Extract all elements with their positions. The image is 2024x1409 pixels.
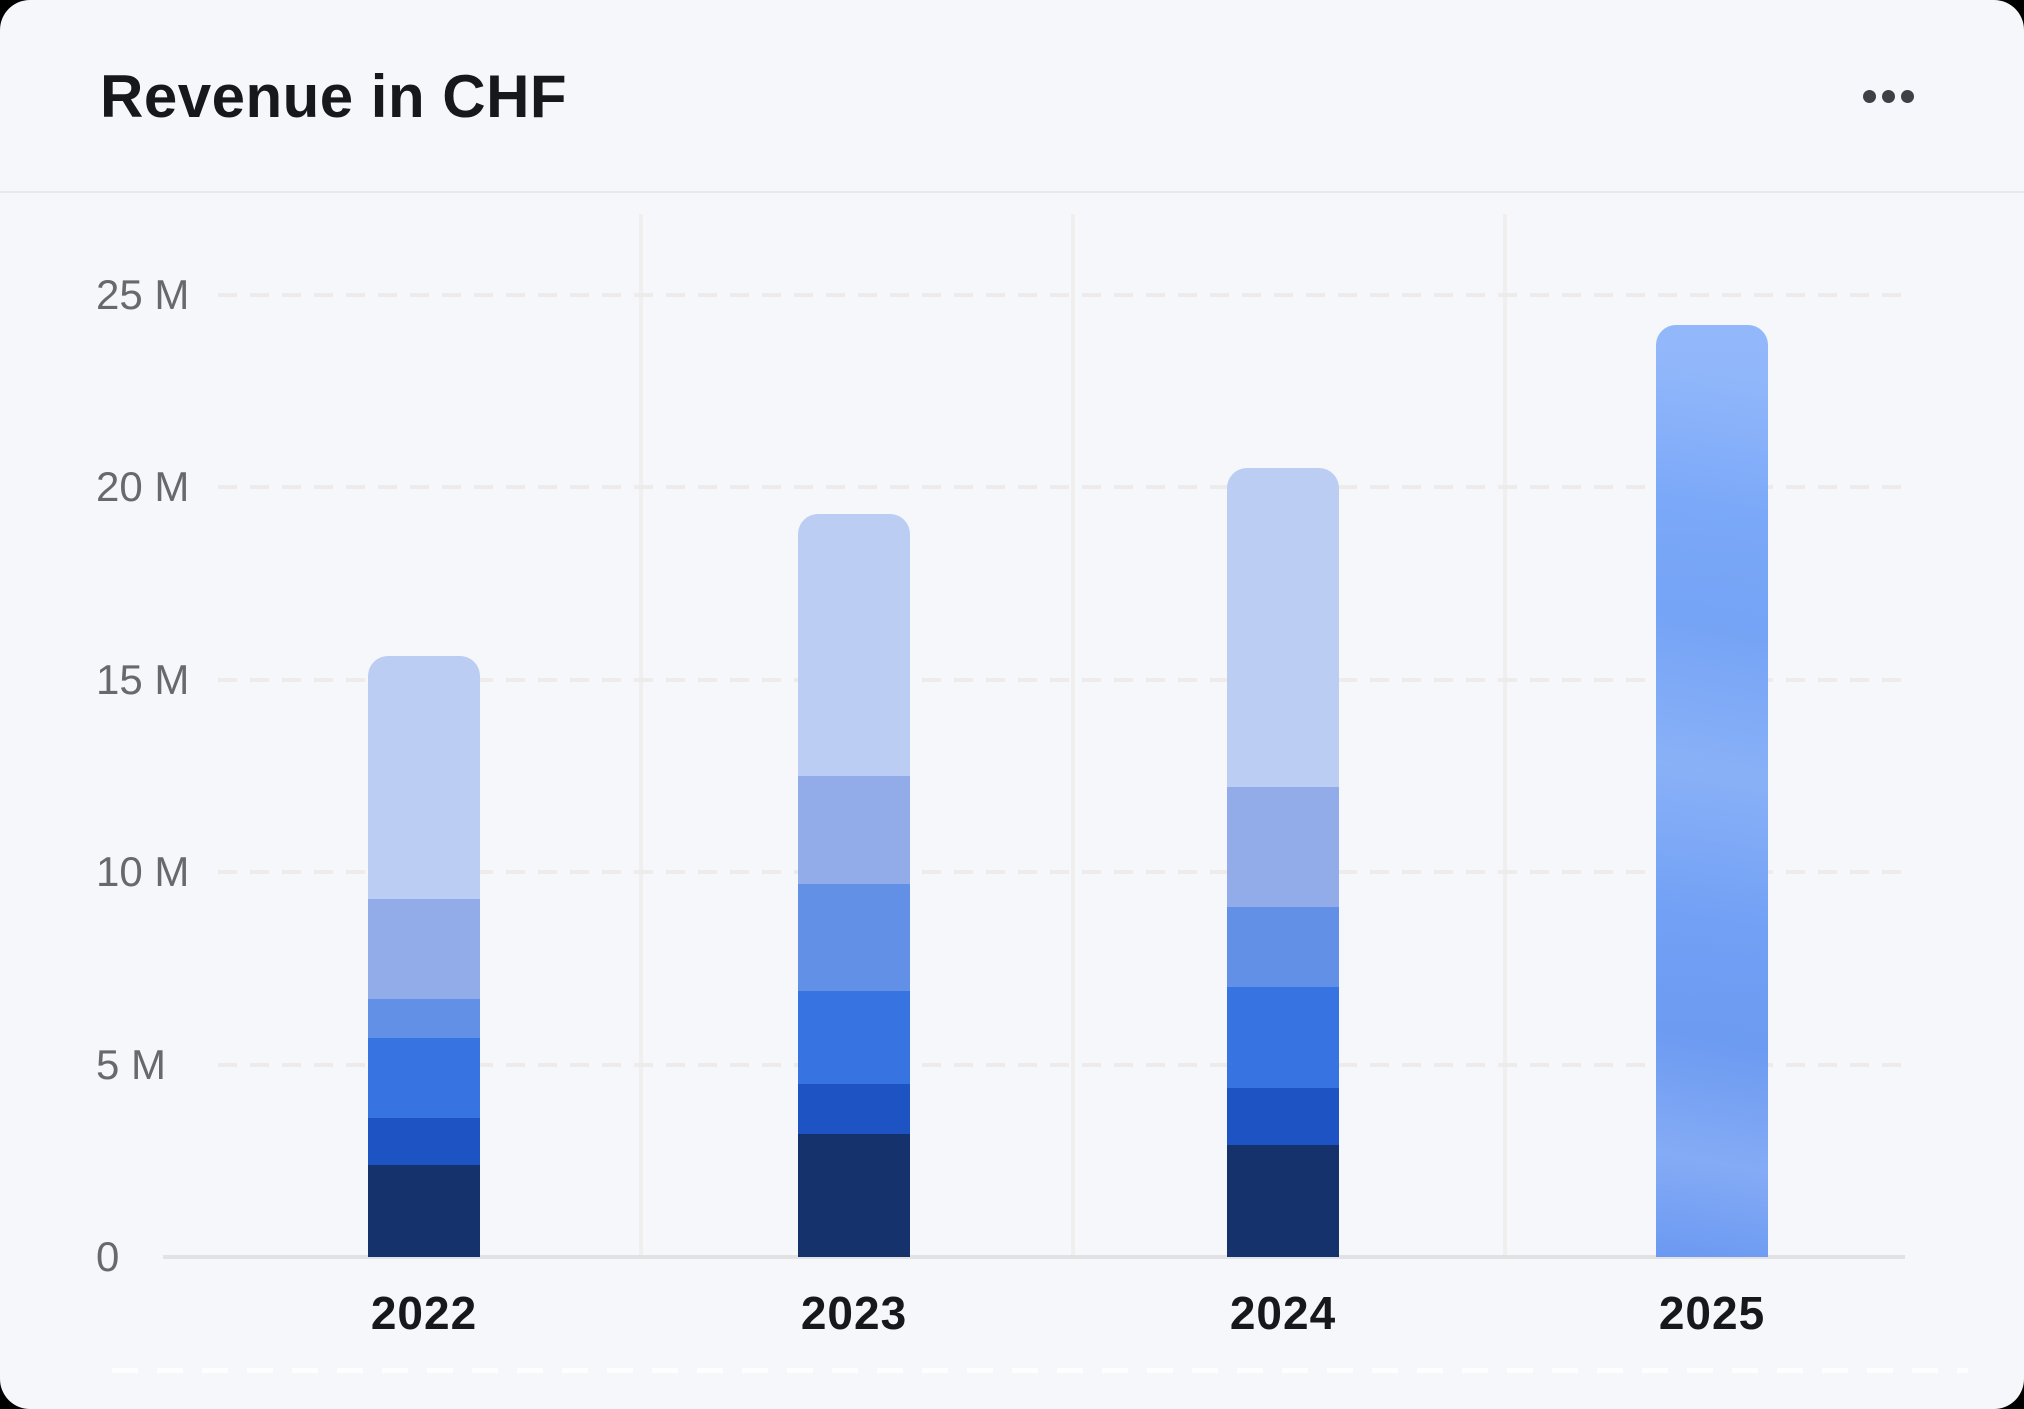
bar-segment[interactable] bbox=[368, 1037, 480, 1119]
y-axis-tick-label: 0 bbox=[96, 1233, 120, 1280]
column-separator bbox=[639, 214, 643, 1257]
bar-segment[interactable] bbox=[798, 1133, 910, 1257]
y-axis-tick-label: 15 M bbox=[96, 655, 190, 703]
bottom-dashed-line bbox=[112, 1368, 1968, 1373]
bar-segment[interactable] bbox=[1227, 467, 1339, 788]
bar-segment[interactable] bbox=[798, 991, 910, 1084]
header-divider bbox=[0, 191, 2024, 193]
ellipsis-dot bbox=[1863, 89, 1876, 103]
page-title: Revenue in CHF bbox=[100, 62, 568, 130]
ellipsis-dot bbox=[1882, 89, 1895, 103]
bar-segment[interactable] bbox=[368, 999, 480, 1038]
bar-segment[interactable] bbox=[798, 883, 910, 992]
gridline bbox=[218, 485, 1905, 489]
gridline bbox=[218, 870, 1905, 874]
ellipsis-dot bbox=[1901, 89, 1914, 103]
x-axis-label: 2023 bbox=[800, 1287, 908, 1339]
gridline bbox=[218, 677, 1905, 682]
bar-2025[interactable] bbox=[1656, 325, 1768, 1257]
bar-segment[interactable] bbox=[368, 1164, 480, 1257]
x-axis-label: 2024 bbox=[1229, 1287, 1337, 1339]
bar-segment[interactable] bbox=[368, 1118, 480, 1165]
bar-2023[interactable] bbox=[798, 513, 910, 1257]
y-axis-tick-label: 25 M bbox=[96, 270, 190, 318]
y-axis-tick-label: 10 M bbox=[96, 848, 190, 895]
card-header: Revenue in CHF bbox=[0, 0, 2024, 192]
bar-segment[interactable] bbox=[1227, 1087, 1339, 1146]
y-axis-tick-label: 5 M bbox=[96, 1040, 167, 1088]
column-separator bbox=[1503, 214, 1507, 1257]
bar-segment[interactable] bbox=[1227, 906, 1339, 988]
y-axis-tick-label: 20 M bbox=[96, 463, 190, 510]
gridline bbox=[218, 1062, 1905, 1067]
axis-baseline bbox=[163, 1255, 1905, 1259]
gridline bbox=[218, 292, 1905, 297]
bar-segment[interactable] bbox=[368, 656, 480, 899]
bar-segment[interactable] bbox=[368, 898, 480, 1000]
bar-segment[interactable] bbox=[798, 1083, 910, 1134]
column-separator bbox=[1071, 214, 1075, 1257]
bar-2024[interactable] bbox=[1227, 467, 1339, 1257]
bar-segment[interactable] bbox=[798, 775, 910, 884]
bar-2022[interactable] bbox=[368, 656, 480, 1257]
ellipsis-icon bbox=[1863, 89, 1914, 103]
bar-segment[interactable] bbox=[798, 513, 910, 776]
x-axis-label: 2025 bbox=[1658, 1287, 1766, 1339]
bar-segment[interactable] bbox=[1227, 787, 1339, 907]
bar-segment[interactable] bbox=[1227, 1145, 1339, 1257]
x-axis-label: 2022 bbox=[370, 1287, 478, 1339]
more-options-button[interactable] bbox=[1857, 76, 1920, 117]
bar-segment[interactable] bbox=[1227, 987, 1339, 1088]
